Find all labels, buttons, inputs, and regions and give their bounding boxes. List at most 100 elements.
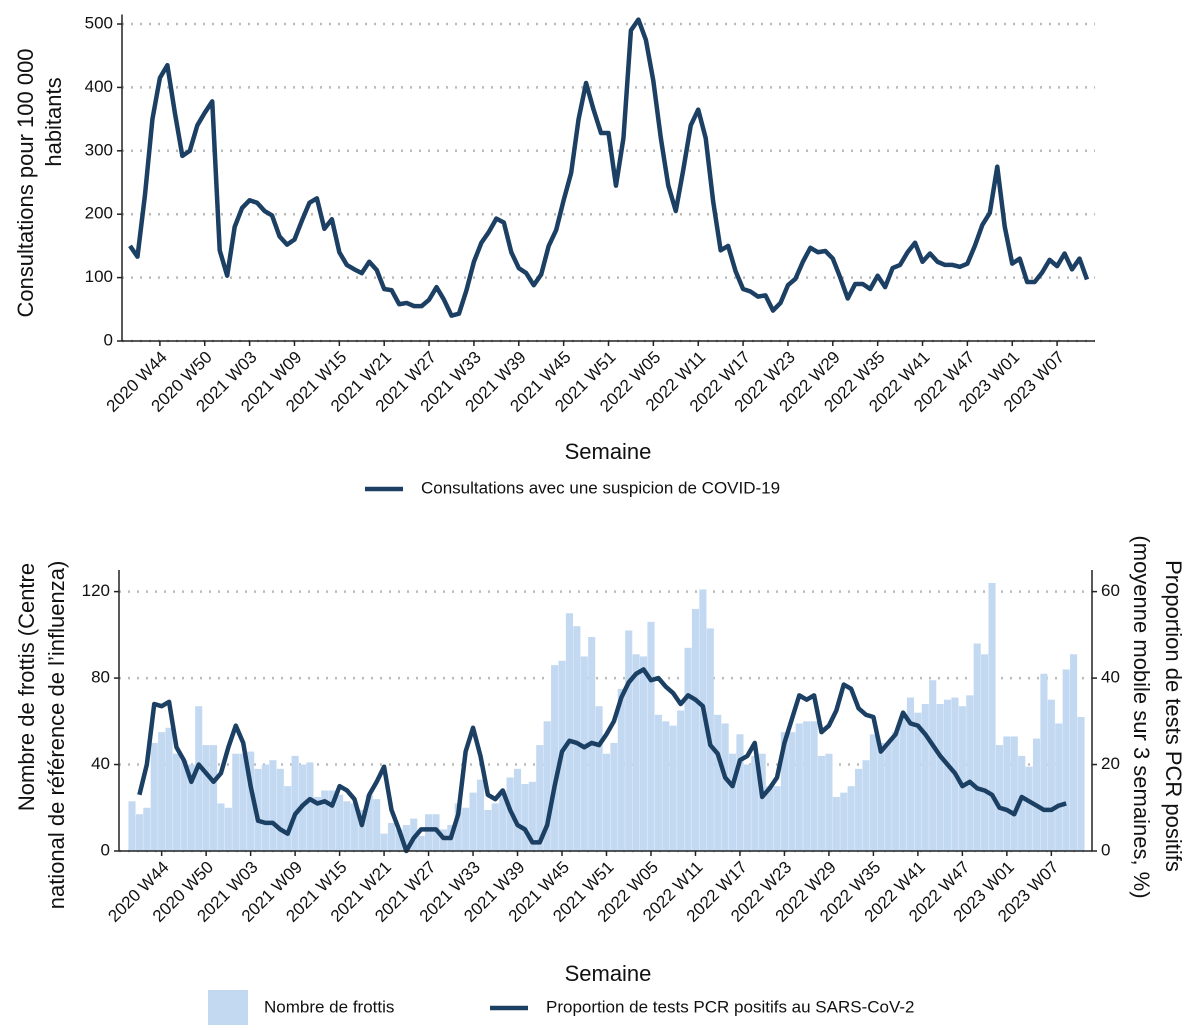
bar	[291, 755, 299, 851]
bar	[551, 665, 559, 851]
bar	[402, 825, 410, 851]
bar	[995, 745, 1004, 851]
bar	[877, 742, 885, 851]
line	[128, 17, 1090, 318]
bar	[610, 742, 618, 851]
bar	[1055, 723, 1063, 851]
y-axis-title: Consultations pour 100 000	[13, 48, 38, 317]
bar	[825, 753, 833, 851]
y-axis-title: habitants	[41, 77, 66, 166]
bar	[499, 790, 507, 851]
bar	[677, 710, 685, 851]
bar	[284, 786, 292, 851]
bar	[847, 786, 855, 851]
legend-swatch	[208, 990, 248, 1026]
bar	[172, 753, 181, 851]
bar	[647, 621, 655, 851]
bar	[380, 833, 388, 851]
bar	[832, 796, 840, 851]
bar	[425, 814, 433, 851]
y-axis-title: Nombre de frottis (Centre	[14, 563, 39, 811]
bar	[1047, 699, 1055, 851]
bar	[224, 807, 232, 851]
bar	[840, 792, 848, 851]
bar	[321, 790, 329, 851]
bar	[165, 727, 173, 851]
bar	[899, 716, 907, 851]
y2-tick-label: 20	[1101, 754, 1120, 773]
legend-label: Consultations avec une suspicion de COVI…	[421, 478, 780, 497]
bar	[981, 654, 989, 851]
bar	[1070, 654, 1078, 851]
bar	[662, 721, 670, 851]
bar	[254, 768, 262, 851]
bar	[528, 781, 536, 851]
y-tick-label: 0	[101, 840, 110, 859]
bar	[640, 656, 648, 851]
x-axis-title: Semaine	[565, 961, 652, 986]
bar	[803, 721, 811, 851]
bar	[855, 768, 863, 851]
bar	[669, 725, 677, 851]
bar	[758, 753, 766, 851]
y2-tick-label: 60	[1101, 581, 1120, 600]
bar	[187, 764, 195, 851]
bar	[721, 723, 729, 851]
bar	[313, 796, 321, 851]
bar	[573, 626, 581, 851]
bar	[810, 721, 818, 851]
bar	[350, 803, 358, 851]
bar	[491, 803, 499, 851]
bar	[862, 760, 870, 851]
bar	[454, 803, 462, 851]
bar	[684, 647, 692, 851]
bar	[943, 699, 952, 851]
bar	[743, 764, 751, 851]
bar	[966, 695, 974, 851]
y2-axis-title: (moyenne mobile sur 3 semaines, %)	[1129, 535, 1154, 898]
bar	[462, 807, 470, 851]
y-tick-label: 80	[91, 668, 110, 687]
bar	[751, 755, 759, 851]
y-tick-label: 40	[91, 754, 110, 773]
bar	[736, 734, 744, 851]
bar	[1018, 755, 1026, 851]
y-tick-label: 0	[104, 330, 113, 349]
bar	[580, 656, 588, 851]
bar	[632, 654, 640, 851]
bar	[973, 643, 981, 851]
bar	[469, 792, 477, 851]
bar	[921, 704, 929, 851]
bar	[1003, 736, 1011, 851]
bar	[565, 613, 573, 851]
bar	[195, 706, 203, 851]
bar	[180, 760, 188, 851]
bar	[788, 732, 796, 851]
bar	[306, 762, 314, 851]
y-tick-label: 400	[85, 77, 113, 96]
bar	[906, 697, 915, 851]
bar	[617, 688, 625, 851]
bar	[328, 790, 336, 851]
bar	[892, 732, 900, 851]
bar	[691, 608, 700, 851]
bar	[1025, 766, 1033, 851]
bar	[728, 753, 737, 851]
bar	[699, 589, 707, 851]
x-axis-title: Semaine	[565, 439, 652, 464]
y2-axis-title: Proportion de tests PCR positifs	[1161, 560, 1186, 872]
bar	[773, 786, 781, 851]
bar	[817, 755, 826, 851]
bar	[336, 794, 344, 851]
bar	[1032, 738, 1041, 851]
bar	[232, 753, 240, 851]
bar	[395, 829, 403, 851]
bar	[128, 801, 136, 851]
bar	[914, 712, 922, 851]
bar	[209, 745, 218, 851]
bar	[217, 803, 225, 851]
bar	[795, 723, 803, 851]
bar	[513, 768, 522, 851]
bar	[929, 680, 937, 851]
bar	[521, 783, 529, 851]
